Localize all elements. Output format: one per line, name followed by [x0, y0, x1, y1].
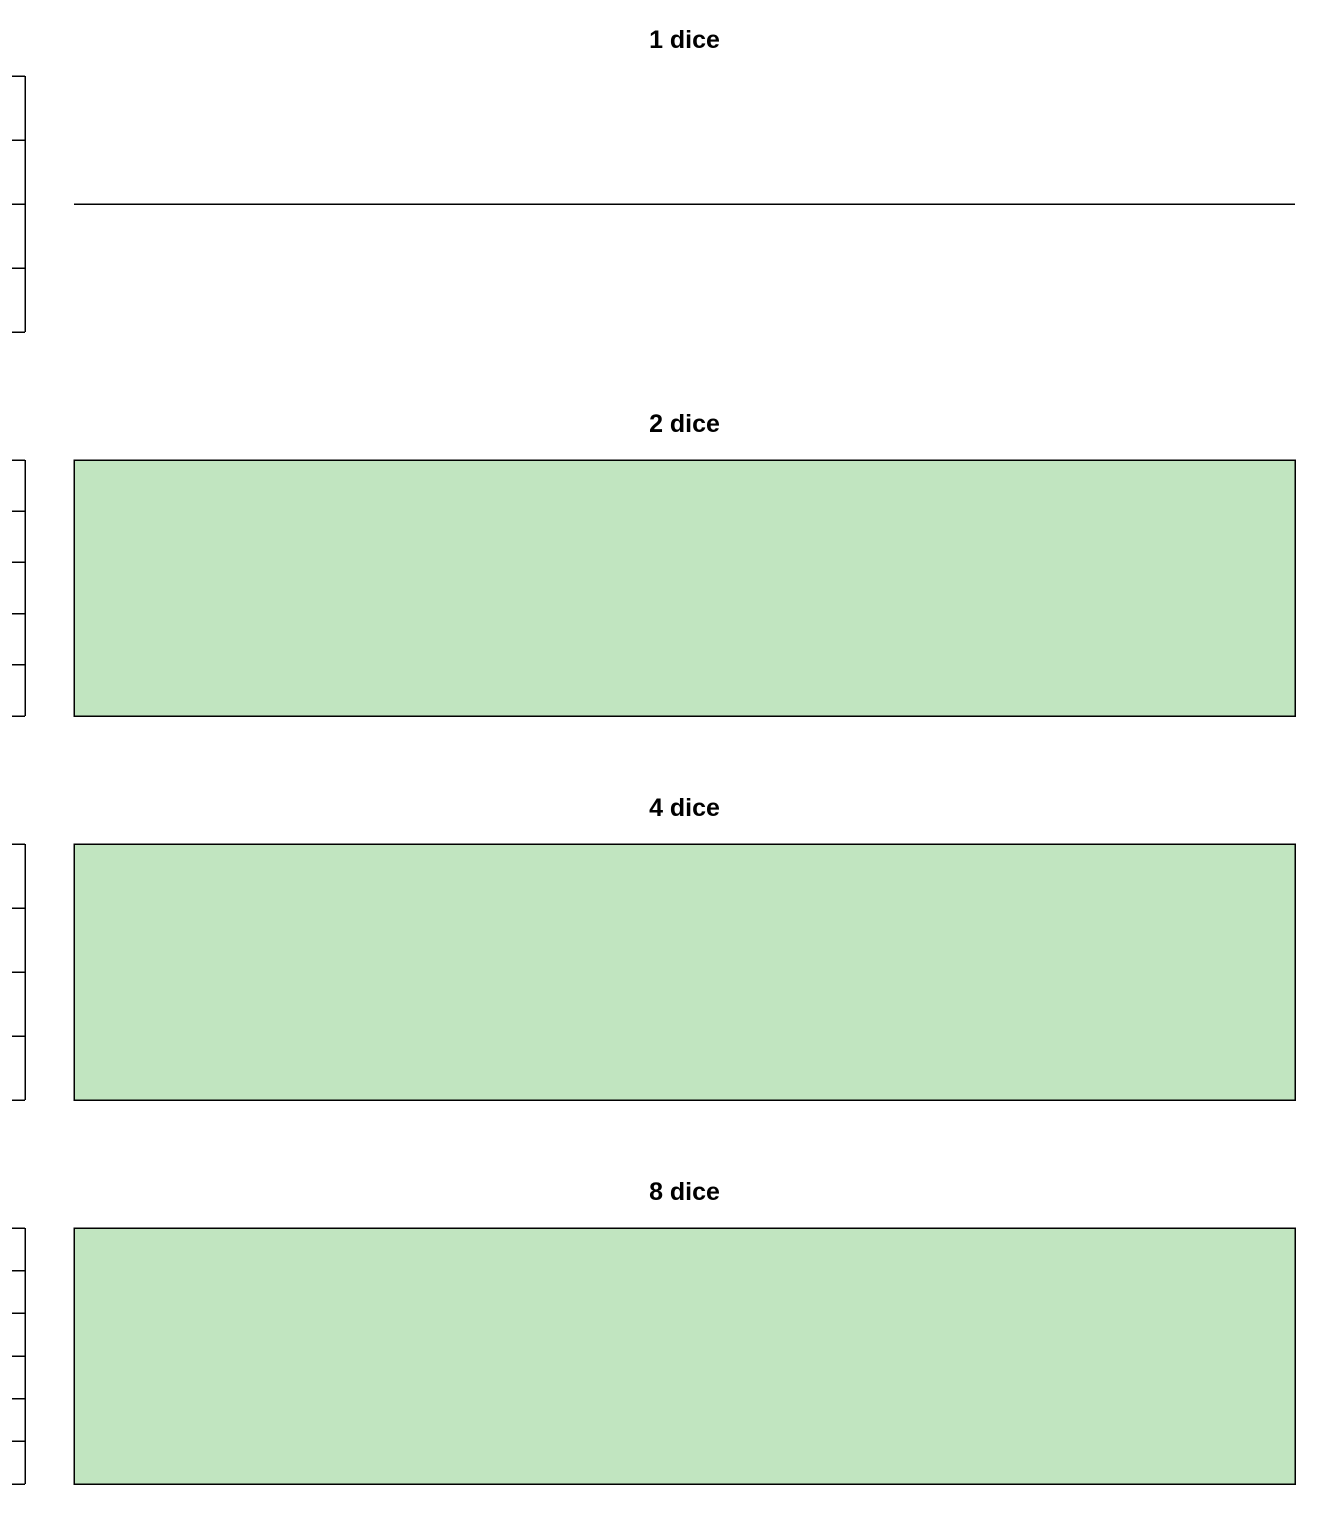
bar [73, 843, 1296, 1101]
panel-title: 4 dice [649, 794, 720, 822]
bar [73, 459, 1296, 717]
panel-3: 4 dice [12, 794, 1296, 1101]
panel-title: 2 dice [649, 410, 720, 438]
panel-title: 1 dice [649, 26, 720, 54]
bar [73, 1227, 1296, 1485]
panel-1: 1 dice [12, 26, 1295, 333]
panel-4: 8 dice [12, 1178, 1296, 1485]
panel-2: 2 dice [12, 410, 1296, 717]
panel-title: 8 dice [649, 1178, 720, 1206]
